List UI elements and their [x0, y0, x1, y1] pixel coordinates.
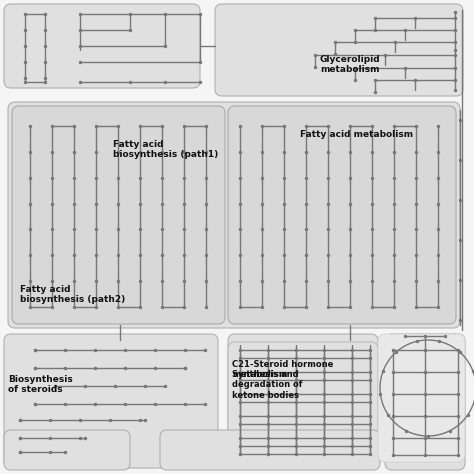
- FancyBboxPatch shape: [160, 430, 380, 470]
- Text: Glycerolipid
metabolism: Glycerolipid metabolism: [320, 55, 381, 74]
- FancyBboxPatch shape: [228, 334, 378, 462]
- FancyBboxPatch shape: [378, 334, 465, 462]
- FancyBboxPatch shape: [215, 4, 463, 96]
- Text: Biosynthesis
of steroids: Biosynthesis of steroids: [8, 375, 73, 394]
- FancyBboxPatch shape: [228, 342, 378, 462]
- FancyBboxPatch shape: [385, 334, 465, 470]
- Text: Synthesis and
degradation of
ketone bodies: Synthesis and degradation of ketone bodi…: [232, 370, 302, 400]
- FancyBboxPatch shape: [4, 334, 218, 468]
- Text: C21-Steroid hormone
metabolism: C21-Steroid hormone metabolism: [232, 360, 333, 379]
- FancyBboxPatch shape: [8, 102, 460, 328]
- FancyBboxPatch shape: [4, 4, 200, 88]
- FancyBboxPatch shape: [4, 430, 130, 470]
- Text: Fatty acid
biosynthesis (path1): Fatty acid biosynthesis (path1): [113, 140, 218, 159]
- FancyBboxPatch shape: [12, 106, 225, 324]
- FancyBboxPatch shape: [228, 106, 456, 324]
- Text: Fatty acid
biosynthesis (path2): Fatty acid biosynthesis (path2): [20, 285, 125, 304]
- Text: Fatty acid metabolism: Fatty acid metabolism: [300, 130, 413, 139]
